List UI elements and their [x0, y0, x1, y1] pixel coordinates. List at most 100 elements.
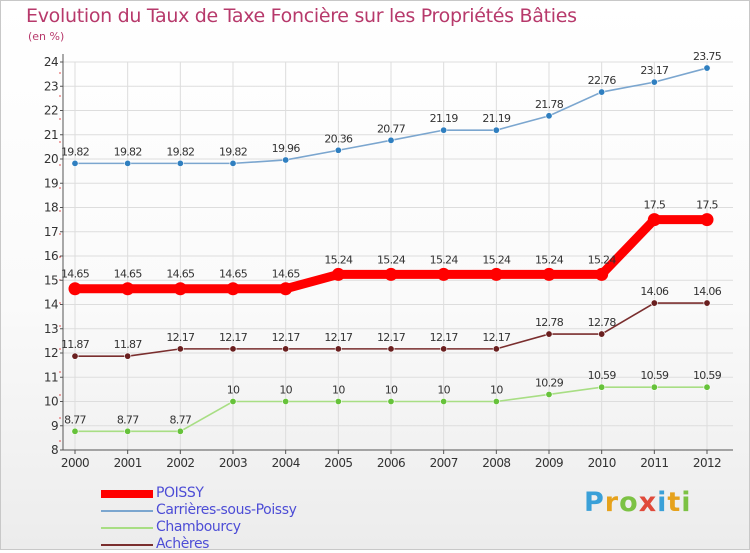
data-label: 15.24: [377, 253, 406, 266]
data-label: 12.78: [588, 316, 617, 329]
data-point: [173, 282, 187, 296]
x-tick-label: 2009: [535, 456, 563, 470]
data-label: 15.24: [324, 253, 353, 266]
data-label: 21.19: [430, 112, 459, 125]
x-tick-label: 2004: [272, 456, 300, 470]
data-label: 10: [227, 384, 240, 397]
data-point: [492, 126, 500, 134]
data-label: 12.17: [324, 331, 353, 344]
logo-letter: x: [638, 487, 658, 518]
data-point: [595, 267, 609, 281]
line-chart: 8 9 10 11 12 13 14 15 16 17 18 19 20 21 22 23 24 2000 2001…: [44, 50, 733, 470]
data-label: 21.78: [535, 98, 564, 111]
legend-swatch: [101, 490, 153, 498]
x-tick-label: 2010: [588, 456, 616, 470]
data-point: [121, 282, 135, 296]
data-label: 15.24: [535, 253, 564, 266]
data-point: [279, 282, 293, 296]
x-tick-label: 2003: [219, 456, 247, 470]
x-tick-label: 2012: [693, 456, 721, 470]
data-point: [334, 146, 342, 154]
x-tick-label: 2008: [482, 456, 510, 470]
data-point: [124, 427, 132, 435]
data-point: [334, 397, 342, 405]
data-point: [334, 345, 342, 353]
data-point: [440, 345, 448, 353]
data-label: 14.65: [114, 268, 143, 281]
data-label: 19.82: [61, 145, 89, 158]
data-point: [71, 159, 79, 167]
data-point: [71, 352, 79, 360]
data-point: [489, 267, 503, 281]
data-label: 8.77: [117, 413, 139, 426]
data-label: 19.82: [166, 145, 194, 158]
legend-label: Achères: [156, 536, 210, 552]
y-tick-label: 24: [44, 55, 58, 69]
y-tick-label: 11: [44, 370, 58, 384]
data-label: 21.19: [482, 112, 511, 125]
data-label: 14.65: [219, 268, 248, 281]
y-tick-label: 23: [44, 79, 58, 93]
data-label: 15.24: [482, 253, 511, 266]
series-chambourcy: 8.77 8.77 8.77 10 10 10 10 10 10 10.29 10.59 10.59 1…: [64, 369, 722, 435]
y-tick-label: 15: [44, 273, 58, 287]
data-label: 12.17: [166, 331, 195, 344]
x-tick-label: 2006: [377, 456, 405, 470]
grid: [63, 61, 733, 451]
legend-swatch: [101, 510, 153, 512]
data-label: 10: [332, 384, 345, 397]
y-tick-label: 8: [51, 443, 58, 457]
data-label: 12.17: [272, 331, 301, 344]
y-tick-label: 14: [44, 298, 58, 312]
data-label: 12.17: [377, 331, 406, 344]
data-label: 10: [385, 384, 398, 397]
data-point: [384, 267, 398, 281]
data-point: [229, 397, 237, 405]
data-point: [492, 345, 500, 353]
data-point: [176, 159, 184, 167]
legend-swatch: [101, 544, 153, 546]
data-label: 20.36: [324, 132, 353, 145]
data-label: 14.06: [640, 285, 669, 298]
y-tick-label: 20: [44, 152, 58, 166]
data-point: [647, 213, 661, 227]
y-tick-label: 17: [44, 225, 58, 239]
logo-letter: t: [667, 487, 682, 518]
x-tick-label: 2005: [324, 456, 352, 470]
data-label: 19.82: [114, 145, 142, 158]
proxiti-logo: Proxiti: [584, 487, 692, 518]
legend-label: Carrières-sous-Poissy: [156, 502, 297, 518]
logo-letter: P: [584, 487, 605, 518]
data-point: [545, 330, 553, 338]
data-point: [229, 345, 237, 353]
data-point: [387, 136, 395, 144]
series-poissy: 14.65 14.65 14.65 14.65 14.65 15.24 15.24 15.24…: [61, 199, 719, 296]
y-tick-label: 12: [44, 346, 58, 360]
data-point: [703, 383, 711, 391]
data-label: 14.65: [166, 268, 195, 281]
data-point: [598, 88, 606, 96]
unit-label: (en %): [28, 30, 65, 43]
data-point: [68, 282, 82, 296]
chart-title: Evolution du Taux de Taxe Foncière sur l…: [26, 5, 577, 27]
logo-letter: i: [681, 487, 692, 518]
data-point: [703, 299, 711, 307]
y-tick-label: 19: [44, 176, 58, 190]
data-label: 10: [490, 384, 503, 397]
y-tick-label: 13: [44, 322, 58, 336]
data-point: [598, 383, 606, 391]
data-point: [440, 397, 448, 405]
data-point: [124, 352, 132, 360]
data-label: 10.29: [535, 376, 564, 389]
data-label: 8.77: [64, 413, 86, 426]
data-point: [282, 156, 290, 164]
data-point: [229, 159, 237, 167]
data-label: 12.17: [219, 331, 248, 344]
y-tick-label: 16: [44, 249, 58, 263]
legend-swatch: [101, 527, 153, 529]
data-point: [176, 427, 184, 435]
data-label: 10.59: [693, 369, 722, 382]
data-label: 23.75: [693, 50, 722, 63]
x-tick-label: 2000: [61, 456, 89, 470]
